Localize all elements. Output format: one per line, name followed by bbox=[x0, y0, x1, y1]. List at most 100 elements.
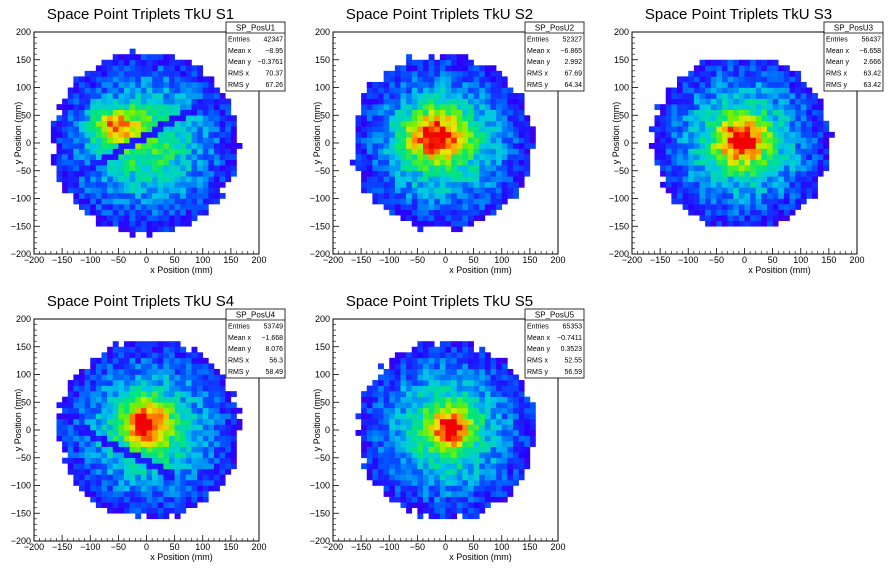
heatmap-bin bbox=[73, 418, 80, 425]
heatmap-bin bbox=[118, 479, 125, 486]
stats-value: −0.7411 bbox=[557, 335, 582, 342]
y-axis-label: y Position (mm) bbox=[13, 102, 23, 165]
heatmap-bin bbox=[67, 87, 74, 94]
heatmap-bin bbox=[490, 485, 497, 492]
heatmap-bin bbox=[157, 468, 164, 475]
heatmap-bin bbox=[197, 457, 204, 464]
x-tick-label: 200 bbox=[251, 542, 266, 552]
heatmap-bin bbox=[389, 165, 396, 172]
heatmap-bin bbox=[682, 76, 689, 83]
heatmap-bin bbox=[140, 176, 147, 183]
heatmap-bin bbox=[428, 346, 435, 353]
heatmap-bin bbox=[710, 143, 717, 149]
heatmap-bin bbox=[428, 441, 435, 447]
heatmap-bin bbox=[163, 380, 170, 386]
y-tick-label: 200 bbox=[315, 314, 330, 324]
heatmap-bin bbox=[468, 446, 474, 453]
heatmap-bin bbox=[180, 170, 187, 177]
heatmap-bin bbox=[389, 159, 396, 166]
heatmap-bin bbox=[423, 148, 429, 155]
heatmap-bin bbox=[112, 485, 119, 492]
heatmap-bin bbox=[445, 176, 452, 183]
heatmap-bin bbox=[406, 198, 413, 205]
heatmap-bin bbox=[688, 148, 695, 155]
heatmap-bin bbox=[180, 159, 187, 166]
heatmap-bin bbox=[185, 413, 192, 420]
heatmap-bin bbox=[423, 385, 429, 392]
heatmap-bin bbox=[140, 148, 147, 155]
heatmap-bin bbox=[157, 441, 164, 447]
heatmap-bin bbox=[107, 120, 114, 127]
heatmap-bin bbox=[767, 154, 773, 160]
heatmap-bin bbox=[214, 485, 220, 492]
heatmap-bin bbox=[767, 81, 773, 88]
heatmap-bin bbox=[389, 76, 396, 83]
heatmap-bin bbox=[230, 407, 237, 414]
heatmap-bin bbox=[423, 81, 429, 88]
heatmap-bin bbox=[445, 457, 452, 464]
heatmap-bin bbox=[462, 120, 469, 127]
heatmap-bin bbox=[445, 81, 452, 88]
heatmap-bin bbox=[79, 430, 85, 436]
heatmap-bin bbox=[699, 187, 706, 194]
heatmap-bin bbox=[372, 457, 379, 464]
heatmap-bin bbox=[423, 396, 429, 403]
heatmap-bin bbox=[439, 407, 446, 414]
heatmap-bin bbox=[219, 126, 226, 133]
heatmap-bin bbox=[214, 418, 220, 425]
heatmap-bin bbox=[434, 115, 441, 122]
heatmap-bin bbox=[163, 109, 170, 116]
heatmap-bin bbox=[518, 176, 525, 183]
heatmap-bin bbox=[767, 120, 773, 127]
heatmap-bin bbox=[806, 104, 813, 110]
heatmap-bin bbox=[406, 187, 413, 194]
heatmap-bin bbox=[383, 159, 390, 166]
heatmap-bin bbox=[129, 104, 136, 110]
heatmap-bin bbox=[146, 104, 153, 110]
heatmap-bin bbox=[140, 126, 147, 133]
heatmap-bin bbox=[428, 435, 435, 442]
heatmap-bin bbox=[73, 391, 80, 397]
heatmap-bin bbox=[180, 65, 187, 72]
heatmap-bin bbox=[767, 137, 773, 144]
heatmap-bin bbox=[383, 87, 390, 94]
heatmap-bin bbox=[417, 148, 424, 155]
heatmap-bin bbox=[800, 104, 807, 110]
heatmap-bin bbox=[411, 385, 418, 392]
heatmap-bin bbox=[157, 446, 164, 453]
heatmap-bin bbox=[208, 485, 215, 492]
heatmap-bin bbox=[140, 131, 147, 138]
heatmap-bin bbox=[101, 204, 108, 210]
heatmap-bin bbox=[366, 424, 373, 431]
y-tick-label: 0 bbox=[325, 425, 330, 435]
heatmap-bin bbox=[496, 380, 503, 386]
heatmap-bin bbox=[439, 81, 446, 88]
heatmap-bin bbox=[383, 452, 390, 459]
heatmap-bin bbox=[496, 81, 503, 88]
heatmap-bin bbox=[417, 468, 424, 475]
heatmap-bin bbox=[417, 452, 424, 459]
heatmap-bin bbox=[445, 93, 452, 99]
heatmap-bin bbox=[163, 115, 170, 122]
heatmap-bin bbox=[372, 81, 379, 88]
heatmap-bin bbox=[490, 435, 497, 442]
heatmap-bin bbox=[473, 115, 480, 122]
heatmap-bin bbox=[372, 159, 379, 166]
heatmap-bin bbox=[394, 391, 401, 397]
heatmap-bin bbox=[118, 452, 125, 459]
heatmap-bin bbox=[451, 215, 458, 221]
heatmap-bin bbox=[383, 192, 390, 199]
heatmap-bin bbox=[434, 81, 441, 88]
heatmap-bin bbox=[202, 407, 209, 414]
heatmap-bin bbox=[389, 396, 396, 403]
y-tick-label: 0 bbox=[325, 138, 330, 148]
heatmap-bin bbox=[710, 81, 717, 88]
heatmap-bin bbox=[112, 137, 119, 144]
heatmap-bin bbox=[378, 126, 384, 133]
heatmap-bin bbox=[451, 115, 458, 122]
heatmap-bin bbox=[479, 126, 486, 133]
heatmap-bin bbox=[214, 368, 220, 375]
heatmap-bin bbox=[197, 115, 204, 122]
heatmap-bin bbox=[202, 374, 209, 381]
heatmap-bin bbox=[456, 374, 463, 381]
